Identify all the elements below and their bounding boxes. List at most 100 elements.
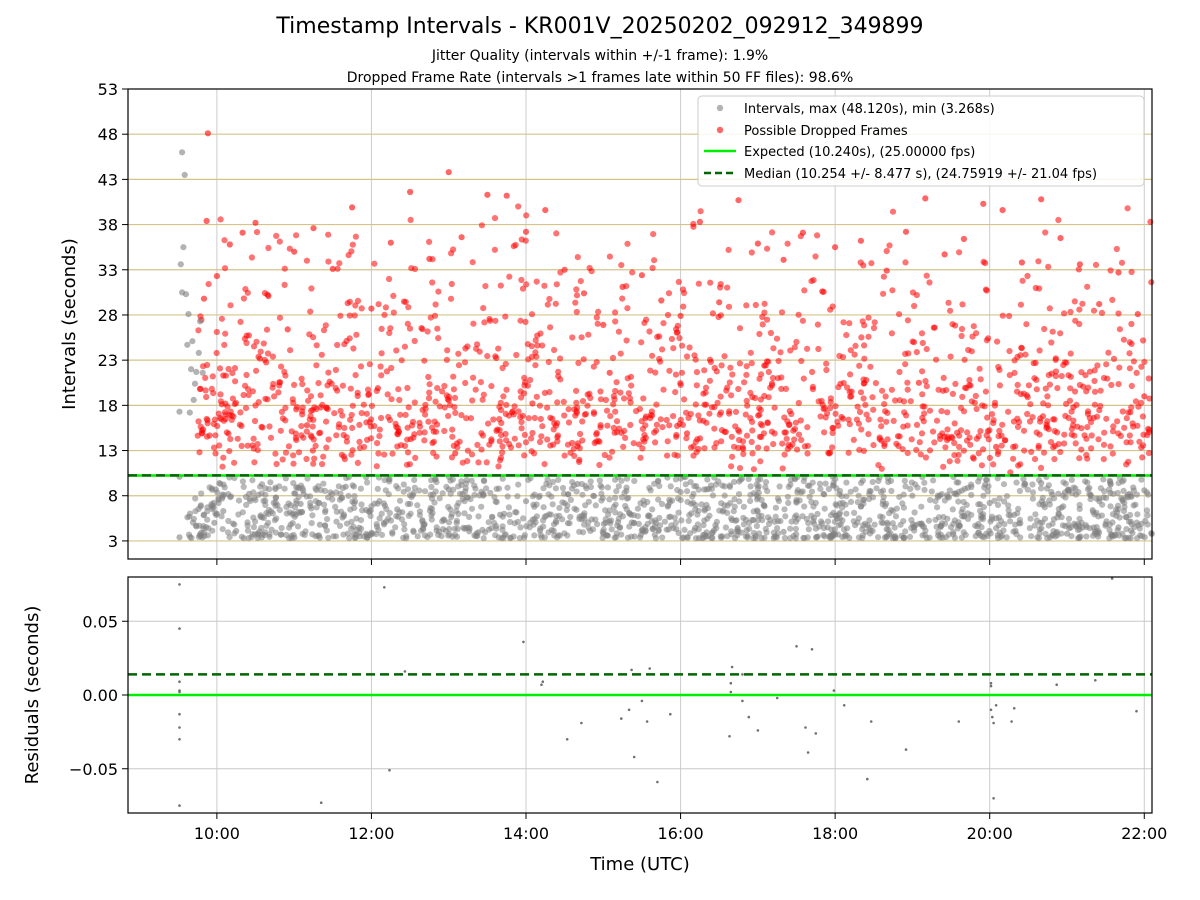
dropped-frame-point — [221, 265, 229, 272]
interval-point — [1049, 491, 1056, 498]
interval-point — [1075, 489, 1082, 496]
dropped-frame-point — [546, 295, 553, 303]
dropped-frame-point — [850, 436, 857, 443]
interval-point — [199, 369, 206, 376]
interval-point — [888, 487, 895, 495]
dropped-frame-point — [298, 432, 305, 439]
dropped-frame-point — [1023, 321, 1030, 328]
interval-point — [333, 508, 340, 515]
dropped-frame-point — [952, 380, 959, 387]
dropped-frame-point — [761, 309, 768, 316]
dropped-frame-point — [475, 459, 482, 466]
dropped-frame-point — [533, 393, 540, 400]
dropped-frame-point — [1110, 423, 1117, 430]
dropped-frame-point — [651, 429, 658, 436]
interval-point — [556, 532, 564, 539]
interval-point — [283, 531, 290, 539]
dropped-frame-point — [679, 342, 686, 349]
interval-point — [414, 533, 421, 540]
dropped-frame-point — [1038, 196, 1045, 203]
dropped-frame-point — [411, 399, 418, 406]
dropped-frame-point — [541, 389, 549, 396]
dropped-frame-point — [778, 385, 785, 392]
dropped-frame-point — [663, 416, 670, 424]
interval-point — [487, 489, 494, 496]
dropped-frame-point — [306, 331, 313, 338]
interval-point — [495, 534, 502, 541]
dropped-frame-point — [982, 388, 990, 395]
interval-point — [754, 494, 762, 501]
dropped-frame-point — [977, 428, 984, 435]
dropped-frame-point — [426, 255, 433, 262]
dropped-frame-point — [1006, 372, 1013, 379]
interval-point — [325, 494, 332, 501]
interval-point — [1037, 485, 1045, 492]
dropped-frame-point — [896, 397, 903, 404]
dropped-frame-point — [652, 369, 659, 376]
dropped-frame-point — [343, 438, 350, 445]
dropped-frame-point — [865, 431, 872, 438]
interval-point — [538, 534, 545, 541]
dropped-frame-point — [458, 234, 465, 241]
dropped-frame-point — [888, 330, 896, 337]
interval-point — [447, 477, 454, 484]
dropped-frame-point — [1128, 382, 1135, 390]
dropped-frame-point — [435, 335, 442, 342]
dropped-frame-point — [522, 228, 530, 235]
dropped-frame-point — [492, 317, 499, 324]
dropped-frame-point — [980, 200, 987, 207]
interval-point — [780, 528, 787, 536]
dropped-frame-point — [430, 438, 437, 445]
dropped-frame-point — [755, 444, 762, 451]
dropped-frame-point — [774, 375, 782, 382]
dropped-frame-point — [317, 392, 324, 399]
residual-point — [178, 583, 181, 586]
dropped-frame-point — [779, 440, 786, 447]
interval-point — [416, 508, 423, 515]
dropped-frame-point — [1097, 387, 1104, 394]
interval-point — [1106, 526, 1113, 534]
interval-point — [866, 490, 873, 497]
interval-point — [729, 517, 736, 524]
interval-point — [271, 517, 278, 524]
interval-point — [255, 531, 262, 538]
interval-point — [400, 488, 407, 495]
dropped-frame-point — [347, 416, 354, 423]
dropped-frame-point — [665, 290, 673, 297]
dropped-frame-point — [726, 379, 733, 386]
dropped-frame-point — [933, 417, 941, 424]
residual-point — [729, 681, 733, 685]
dropped-frame-point — [239, 229, 246, 236]
interval-point — [962, 531, 969, 539]
interval-point — [414, 502, 421, 509]
dropped-frame-point — [332, 385, 339, 392]
dropped-frame-point — [1022, 351, 1029, 358]
interval-point — [313, 504, 320, 511]
interval-point — [679, 535, 686, 542]
interval-point — [544, 476, 551, 483]
dropped-frame-point — [879, 387, 886, 394]
interval-point — [252, 518, 259, 525]
dropped-frame-point — [364, 436, 371, 443]
dropped-frame-point — [1014, 415, 1021, 422]
interval-point — [875, 534, 882, 541]
interval-point — [928, 488, 935, 495]
interval-point — [291, 490, 298, 497]
dropped-frame-point — [277, 427, 284, 434]
dropped-frame-point — [529, 400, 536, 407]
dropped-frame-point — [279, 456, 286, 463]
interval-point — [656, 482, 663, 490]
dropped-frame-point — [1052, 368, 1060, 375]
dropped-frame-point — [926, 279, 933, 286]
interval-point — [246, 490, 253, 497]
dropped-frame-point — [593, 314, 600, 321]
interval-point — [615, 483, 622, 490]
interval-point — [453, 517, 460, 524]
dropped-frame-point — [1028, 448, 1035, 455]
dropped-frame-point — [240, 295, 247, 302]
dropped-frame-point — [621, 395, 628, 402]
interval-point — [978, 524, 985, 531]
dropped-frame-point — [1136, 438, 1143, 445]
dropped-frame-point — [687, 444, 695, 451]
dropped-frame-point — [1045, 402, 1052, 409]
